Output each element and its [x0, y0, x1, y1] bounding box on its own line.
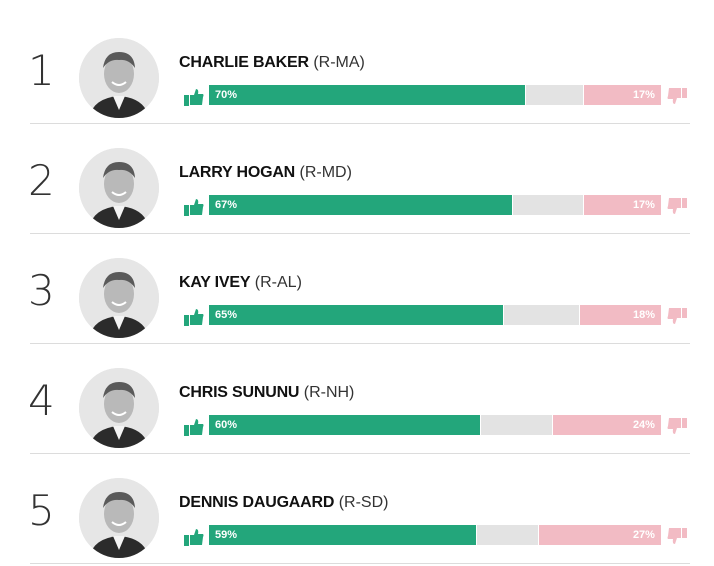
disapprove-segment: 18%	[579, 305, 661, 325]
neutral-segment	[502, 305, 580, 325]
approve-segment: 60%	[209, 415, 481, 435]
portrait-icon	[79, 148, 159, 228]
party-state: (R-MA)	[313, 54, 365, 71]
approval-bar: 67% 17%	[209, 195, 661, 215]
thumbs-up-icon	[184, 89, 204, 106]
governor-name: LARRY HOGAN (R-MD)	[179, 164, 352, 181]
disapprove-segment: 27%	[538, 525, 661, 545]
rank-number: 5	[28, 486, 55, 535]
neutral-segment	[511, 195, 585, 215]
thumbs-down-icon	[667, 528, 687, 544]
avatar	[79, 38, 159, 118]
disapprove-segment: 17%	[584, 85, 661, 105]
party-state: (R-MD)	[299, 164, 352, 181]
rank-number: 2	[28, 156, 55, 205]
portrait-icon	[79, 368, 159, 448]
row-divider	[30, 563, 690, 564]
neutral-segment	[475, 525, 539, 545]
portrait-icon	[79, 38, 159, 118]
avatar	[79, 258, 159, 338]
rank-number: 1	[28, 46, 55, 95]
disapprove-segment: 17%	[584, 195, 661, 215]
disapprove-segment: 24%	[552, 415, 661, 435]
thumbs-up-icon	[184, 529, 204, 546]
approve-segment: 70%	[209, 85, 526, 105]
party-state: (R-NH)	[303, 384, 355, 401]
approval-bar: 60% 24%	[209, 415, 661, 435]
thumbs-up-icon	[184, 309, 204, 326]
governor-name: KAY IVEY (R-AL)	[179, 274, 302, 291]
governor-row: 1 CHARLIE BAKER (R-MA) 70% 17%	[0, 14, 714, 124]
thumbs-up-icon	[184, 199, 204, 216]
avatar	[79, 368, 159, 448]
neutral-segment	[480, 415, 553, 435]
thumbs-down-icon	[667, 198, 687, 214]
row-divider	[30, 233, 690, 234]
row-divider	[30, 123, 690, 124]
approve-segment: 59%	[209, 525, 476, 545]
avatar	[79, 148, 159, 228]
governor-row: 4 CHRIS SUNUNU (R-NH) 60% 24%	[0, 344, 714, 454]
rank-number: 3	[28, 266, 55, 315]
rank-number: 4	[28, 376, 55, 425]
avatar	[79, 478, 159, 558]
portrait-icon	[79, 478, 159, 558]
governor-row: 3 KAY IVEY (R-AL) 65% 18%	[0, 234, 714, 344]
portrait-icon	[79, 258, 159, 338]
governor-name: DENNIS DAUGAARD (R-SD)	[179, 494, 389, 511]
approve-segment: 67%	[209, 195, 512, 215]
approve-segment: 65%	[209, 305, 503, 325]
party-state: (R-AL)	[254, 274, 302, 291]
thumbs-up-icon	[184, 419, 204, 436]
approval-bar: 70% 17%	[209, 85, 661, 105]
governor-name: CHRIS SUNUNU (R-NH)	[179, 384, 355, 401]
row-divider	[30, 453, 690, 454]
thumbs-down-icon	[667, 418, 687, 434]
approval-bar: 59% 27%	[209, 525, 661, 545]
governor-name: CHARLIE BAKER (R-MA)	[179, 54, 365, 71]
thumbs-down-icon	[667, 88, 687, 104]
row-divider	[30, 343, 690, 344]
approval-bar: 65% 18%	[209, 305, 661, 325]
neutral-segment	[525, 85, 585, 105]
thumbs-down-icon	[667, 308, 687, 324]
governor-row: 5 DENNIS DAUGAARD (R-SD) 59% 27%	[0, 454, 714, 564]
party-state: (R-SD)	[338, 494, 389, 511]
governor-row: 2 LARRY HOGAN (R-MD) 67% 17%	[0, 124, 714, 234]
